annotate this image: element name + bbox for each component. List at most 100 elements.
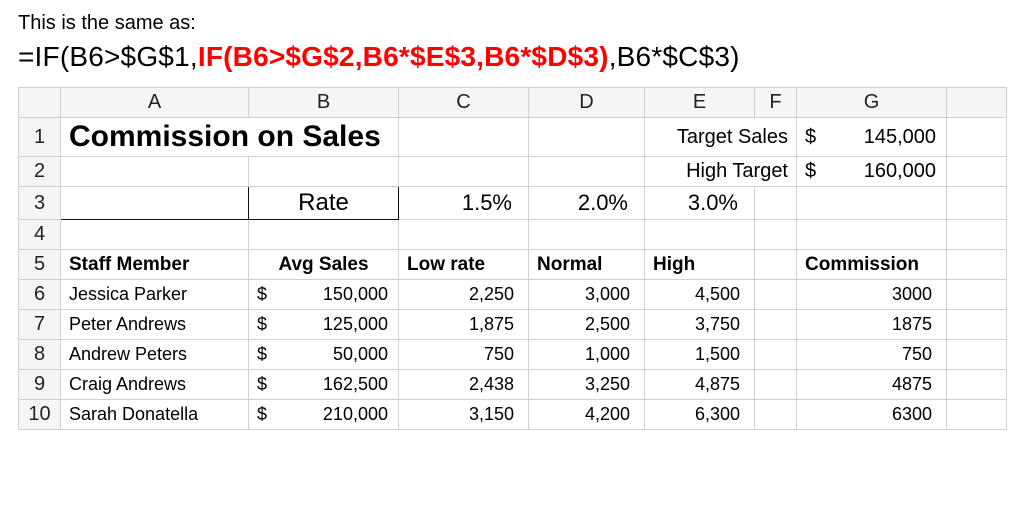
row-header-6[interactable]: 6 <box>19 280 61 310</box>
cell-H5[interactable] <box>947 250 1007 280</box>
header-avg-cell[interactable]: Avg Sales <box>249 250 399 280</box>
cell-comm[interactable]: 4875 <box>797 370 947 400</box>
cell-A2[interactable] <box>61 157 249 187</box>
cell-comm[interactable]: 6300 <box>797 400 947 430</box>
row-header-10[interactable]: 10 <box>19 400 61 430</box>
high-target-value-cell[interactable]: $ 160,000 <box>797 157 947 187</box>
cell-normal[interactable]: 2,500 <box>529 310 645 340</box>
cell-A4[interactable] <box>61 220 249 250</box>
cell-low[interactable]: 1,875 <box>399 310 529 340</box>
cell-D2[interactable] <box>529 157 645 187</box>
rate-high-cell[interactable]: 3.0% <box>645 187 755 220</box>
table-row[interactable]: 7 Peter Andrews $125,000 1,875 2,500 3,7… <box>19 310 1007 340</box>
header-commission-cell[interactable]: Commission <box>797 250 947 280</box>
rate-label-cell[interactable]: Rate <box>249 187 399 220</box>
cell-H8[interactable] <box>947 340 1007 370</box>
title-cell[interactable]: Commission on Sales <box>61 118 399 157</box>
col-header-E[interactable]: E <box>645 88 755 118</box>
rate-normal-cell[interactable]: 2.0% <box>529 187 645 220</box>
table-row[interactable]: 10 Sarah Donatella $210,000 3,150 4,200 … <box>19 400 1007 430</box>
row-header-3[interactable]: 3 <box>19 187 61 220</box>
cell-name[interactable]: Peter Andrews <box>61 310 249 340</box>
cell-H7[interactable] <box>947 310 1007 340</box>
cell-avg[interactable]: $210,000 <box>249 400 399 430</box>
high-target-label-cell[interactable]: High Target <box>645 157 797 187</box>
header-low-cell[interactable]: Low rate <box>399 250 529 280</box>
row-header-4[interactable]: 4 <box>19 220 61 250</box>
row-header-1[interactable]: 1 <box>19 118 61 157</box>
cell-G3[interactable] <box>797 187 947 220</box>
cell-normal[interactable]: 4,200 <box>529 400 645 430</box>
cell-F6[interactable] <box>755 280 797 310</box>
cell-B4[interactable] <box>249 220 399 250</box>
cell-comm[interactable]: 1875 <box>797 310 947 340</box>
cell-F9[interactable] <box>755 370 797 400</box>
cell-C2[interactable] <box>399 157 529 187</box>
table-row[interactable]: 9 Craig Andrews $162,500 2,438 3,250 4,8… <box>19 370 1007 400</box>
row-header-8[interactable]: 8 <box>19 340 61 370</box>
cell-avg[interactable]: $162,500 <box>249 370 399 400</box>
col-header-B[interactable]: B <box>249 88 399 118</box>
cell-low[interactable]: 3,150 <box>399 400 529 430</box>
cell-name[interactable]: Sarah Donatella <box>61 400 249 430</box>
cell-C1[interactable] <box>399 118 529 157</box>
cell-F10[interactable] <box>755 400 797 430</box>
cell-normal[interactable]: 3,250 <box>529 370 645 400</box>
cell-F3[interactable] <box>755 187 797 220</box>
row-header-7[interactable]: 7 <box>19 310 61 340</box>
cell-D4[interactable] <box>529 220 645 250</box>
cell-E4[interactable] <box>645 220 755 250</box>
col-header-A[interactable]: A <box>61 88 249 118</box>
cell-name[interactable]: Craig Andrews <box>61 370 249 400</box>
col-header-blank[interactable] <box>947 88 1007 118</box>
row-header-5[interactable]: 5 <box>19 250 61 280</box>
cell-F7[interactable] <box>755 310 797 340</box>
cell-B2[interactable] <box>249 157 399 187</box>
cell-comm[interactable]: 3000 <box>797 280 947 310</box>
cell-low[interactable]: 2,438 <box>399 370 529 400</box>
cell-G4[interactable] <box>797 220 947 250</box>
cell-normal[interactable]: 3,000 <box>529 280 645 310</box>
target-sales-value-cell[interactable]: $ 145,000 <box>797 118 947 157</box>
cell-H1[interactable] <box>947 118 1007 157</box>
cell-high[interactable]: 4,500 <box>645 280 755 310</box>
rate-low-cell[interactable]: 1.5% <box>399 187 529 220</box>
cell-high[interactable]: 1,500 <box>645 340 755 370</box>
cell-comm[interactable]: 750 <box>797 340 947 370</box>
header-normal-cell[interactable]: Normal <box>529 250 645 280</box>
table-row[interactable]: 8 Andrew Peters $50,000 750 1,000 1,500 … <box>19 340 1007 370</box>
cell-name[interactable]: Jessica Parker <box>61 280 249 310</box>
cell-H2[interactable] <box>947 157 1007 187</box>
col-header-C[interactable]: C <box>399 88 529 118</box>
spreadsheet[interactable]: A B C D E F G 1 Commission on Sales Targ… <box>18 87 1007 430</box>
cell-low[interactable]: 2,250 <box>399 280 529 310</box>
cell-avg[interactable]: $125,000 <box>249 310 399 340</box>
cell-A3[interactable] <box>61 187 249 220</box>
cell-high[interactable]: 6,300 <box>645 400 755 430</box>
header-staff-cell[interactable]: Staff Member <box>61 250 249 280</box>
cell-F5[interactable] <box>755 250 797 280</box>
cell-avg[interactable]: $150,000 <box>249 280 399 310</box>
cell-name[interactable]: Andrew Peters <box>61 340 249 370</box>
corner-cell[interactable] <box>19 88 61 118</box>
cell-H3[interactable] <box>947 187 1007 220</box>
cell-H9[interactable] <box>947 370 1007 400</box>
cell-H10[interactable] <box>947 400 1007 430</box>
cell-F8[interactable] <box>755 340 797 370</box>
cell-C4[interactable] <box>399 220 529 250</box>
col-header-F[interactable]: F <box>755 88 797 118</box>
target-sales-label-cell[interactable]: Target Sales <box>645 118 797 157</box>
col-header-D[interactable]: D <box>529 88 645 118</box>
cell-high[interactable]: 4,875 <box>645 370 755 400</box>
table-row[interactable]: 6 Jessica Parker $150,000 2,250 3,000 4,… <box>19 280 1007 310</box>
cell-avg[interactable]: $50,000 <box>249 340 399 370</box>
cell-D1[interactable] <box>529 118 645 157</box>
row-header-2[interactable]: 2 <box>19 157 61 187</box>
header-high-cell[interactable]: High <box>645 250 755 280</box>
cell-F4[interactable] <box>755 220 797 250</box>
row-header-9[interactable]: 9 <box>19 370 61 400</box>
cell-H4[interactable] <box>947 220 1007 250</box>
col-header-G[interactable]: G <box>797 88 947 118</box>
cell-high[interactable]: 3,750 <box>645 310 755 340</box>
cell-H6[interactable] <box>947 280 1007 310</box>
